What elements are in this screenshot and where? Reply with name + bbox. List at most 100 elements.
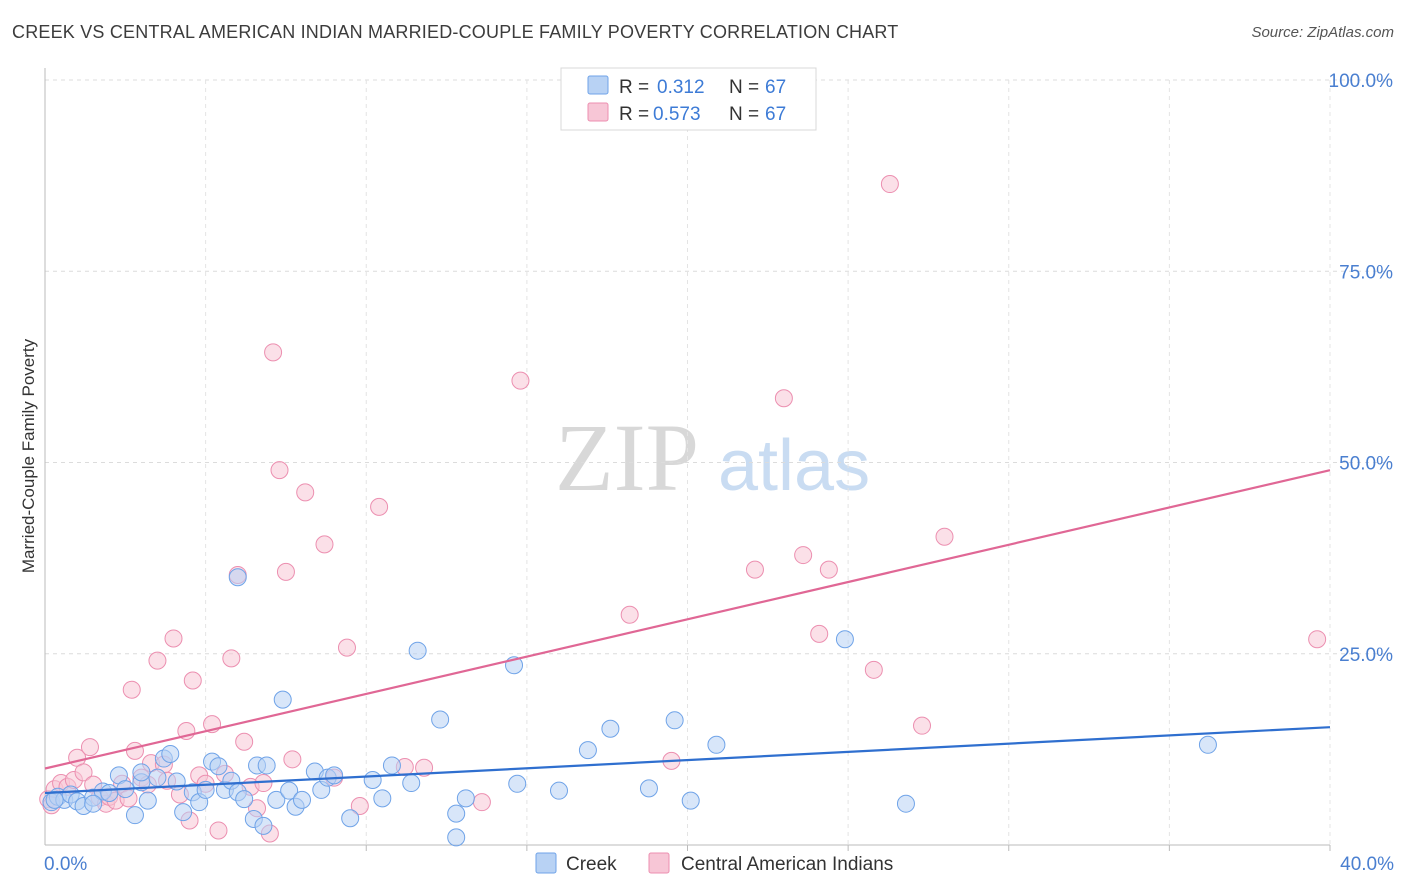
watermark-zip: ZIP <box>555 404 699 511</box>
bottom-legend-cai-swatch <box>648 852 670 874</box>
data-point <box>257 756 276 775</box>
data-point <box>935 527 954 546</box>
legend-creek-r-label: R = <box>619 77 649 98</box>
y-tick-label: 25.0% <box>1339 645 1393 666</box>
trend-line-central-american-indians <box>44 469 1331 770</box>
data-point <box>601 719 620 738</box>
data-point <box>45 790 64 809</box>
data-point <box>264 343 283 362</box>
data-point <box>382 756 401 775</box>
data-point <box>431 710 450 729</box>
data-point <box>402 774 421 793</box>
data-point <box>550 781 568 800</box>
data-point <box>447 828 466 847</box>
data-point <box>161 744 180 763</box>
legend-cai-n-label: N = <box>729 104 759 125</box>
data-point <box>363 770 382 789</box>
data-point <box>745 560 764 579</box>
trend-lines <box>44 469 1331 795</box>
axes <box>44 68 1331 851</box>
data-point <box>373 789 392 808</box>
data-point <box>138 791 157 810</box>
data-point <box>707 735 726 754</box>
data-point <box>132 763 151 782</box>
data-point <box>122 680 141 699</box>
data-point <box>100 783 119 802</box>
chart-title: CREEK VS CENTRAL AMERICAN INDIAN MARRIED… <box>12 22 899 42</box>
data-point <box>447 804 466 823</box>
data-point <box>270 461 289 480</box>
bottom-legend-cai-label: Central American Indians <box>681 854 893 875</box>
data-point <box>819 560 838 579</box>
data-point <box>254 816 273 835</box>
bottom-legend-creek-label: Creek <box>566 854 617 875</box>
legend-creek-swatch <box>587 75 609 95</box>
y-tick-label: 50.0% <box>1339 454 1393 475</box>
data-point <box>74 763 93 782</box>
data-point <box>84 794 103 813</box>
legend-creek-n-label: N = <box>729 77 759 98</box>
legend-cai-r-label: R = <box>619 104 649 125</box>
data-point <box>293 790 311 809</box>
data-point <box>370 497 389 516</box>
data-point <box>794 546 813 565</box>
data-point <box>639 779 658 798</box>
data-point <box>209 821 228 840</box>
data-point <box>276 562 295 581</box>
data-point <box>681 791 700 810</box>
data-point <box>337 638 356 657</box>
data-point <box>913 716 932 735</box>
data-point <box>280 781 299 800</box>
y-tick-label: 100.0% <box>1329 71 1394 92</box>
data-point <box>228 568 247 587</box>
legend: R = 0.312 N = 67 R = 0.573 N = 67 <box>560 67 817 131</box>
data-point <box>810 624 829 643</box>
data-point <box>835 630 854 649</box>
data-point <box>267 790 286 809</box>
series-creek <box>42 568 1217 847</box>
data-point <box>578 741 597 760</box>
bottom-legend: Creek Central American Indians <box>535 852 893 875</box>
legend-creek-n-value: 67 <box>765 77 786 98</box>
data-point <box>325 766 344 785</box>
watermark: ZIP atlas <box>555 404 870 511</box>
legend-cai-r-value: 0.573 <box>653 104 701 125</box>
data-point <box>896 794 915 813</box>
watermark-atlas: atlas <box>718 426 870 506</box>
data-point <box>472 793 491 812</box>
data-point <box>148 651 167 670</box>
data-point <box>283 750 302 769</box>
data-point <box>296 483 315 502</box>
data-point <box>235 732 254 751</box>
data-point <box>456 789 475 808</box>
data-point <box>164 629 183 648</box>
data-point <box>148 768 167 787</box>
data-point <box>774 389 793 408</box>
legend-cai-n-value: 67 <box>765 104 786 125</box>
data-point <box>408 641 427 660</box>
data-point <box>80 738 99 757</box>
bottom-legend-creek-swatch <box>535 852 557 874</box>
data-point <box>209 757 228 776</box>
data-point <box>665 711 684 730</box>
data-point <box>315 535 334 554</box>
data-point <box>864 660 883 679</box>
trend-line-creek <box>44 726 1331 795</box>
data-point <box>235 790 254 809</box>
data-point <box>1198 735 1217 754</box>
data-point <box>1308 630 1327 649</box>
data-point <box>125 806 144 825</box>
data-point <box>183 671 202 690</box>
y-axis-label: Married-Couple Family Poverty <box>19 338 38 573</box>
legend-cai-swatch <box>587 102 609 122</box>
legend-creek-r-value: 0.312 <box>657 77 705 98</box>
grid <box>45 79 1392 845</box>
data-point <box>273 690 292 709</box>
y-tick-labels: 25.0% 50.0% 75.0% 100.0% <box>1329 71 1394 666</box>
data-point <box>125 741 144 760</box>
data-point <box>341 809 360 828</box>
data-point <box>880 175 899 194</box>
data-point <box>511 371 530 390</box>
data-point <box>174 803 193 822</box>
